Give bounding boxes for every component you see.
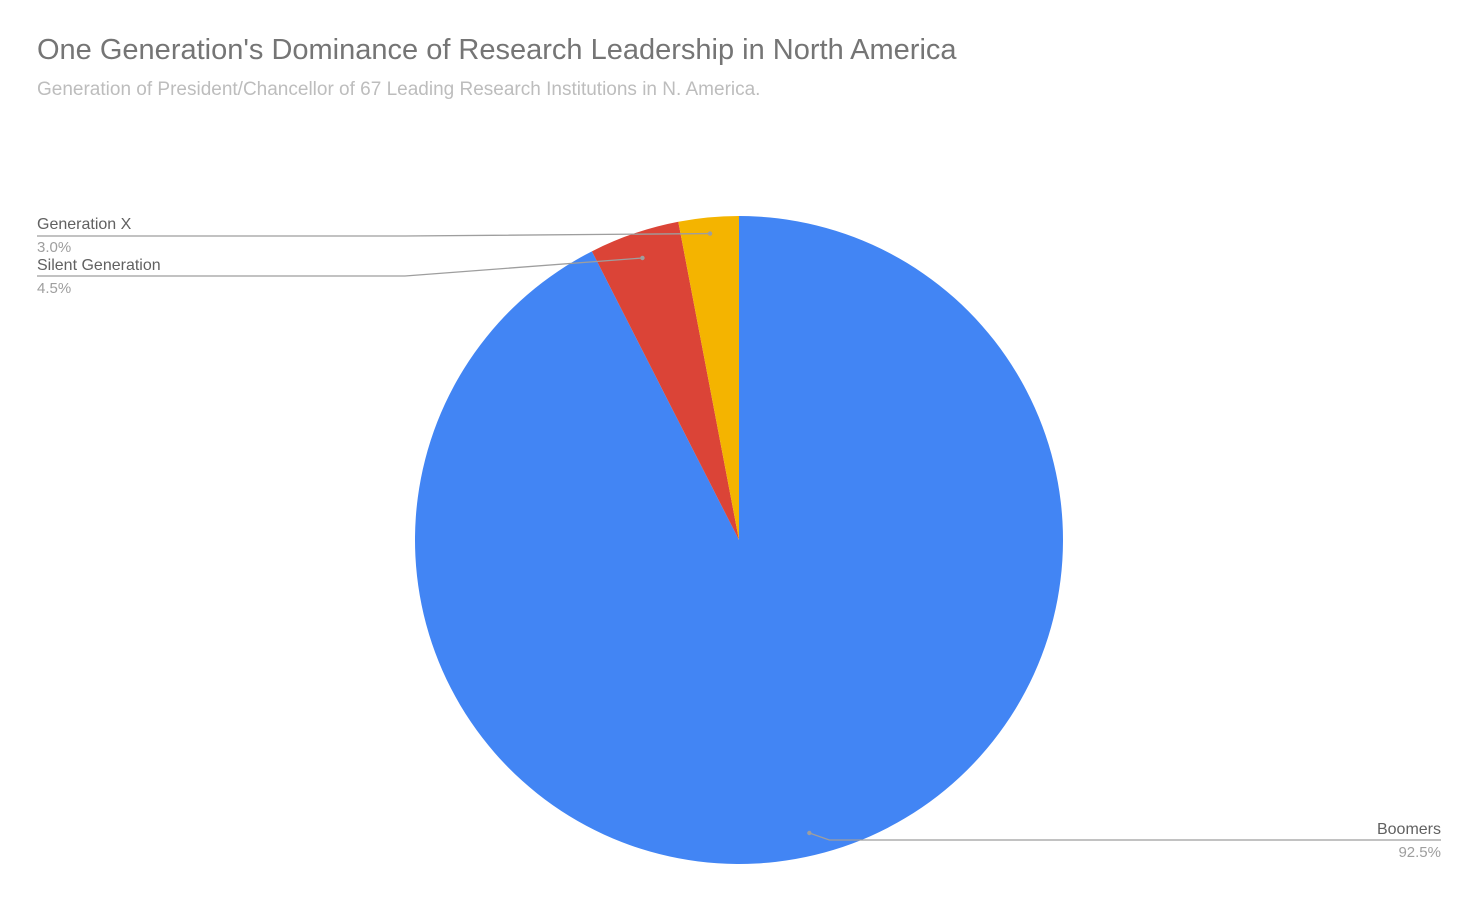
pie-slice-generation-x[interactable] — [678, 216, 739, 540]
pie-slice-boomers[interactable] — [415, 216, 1064, 864]
slice-value-silent-generation: 4.5% — [37, 280, 71, 297]
chart-subtitle: Generation of President/Chancellor of 67… — [37, 79, 761, 100]
slice-value-generation-x: 3.0% — [37, 239, 71, 256]
pie-slice-silent-generation[interactable] — [591, 221, 739, 540]
leader-line-silent-generation — [37, 257, 643, 277]
slice-value-boomers: 92.5% — [1398, 844, 1441, 861]
leader-line-generation-x — [37, 232, 711, 237]
leader-line-boomers — [809, 832, 1441, 841]
pie-slices — [415, 216, 1064, 864]
pie-labels: Boomers 92.5% Silent Generation 4.5% Generat… — [37, 216, 1441, 861]
slice-label-boomers: Boomers — [1377, 821, 1441, 838]
chart-title: One Generation's Dominance of Research L… — [37, 34, 957, 66]
slice-label-silent-generation: Silent Generation — [37, 257, 161, 274]
slice-label-generation-x: Generation X — [37, 216, 132, 233]
